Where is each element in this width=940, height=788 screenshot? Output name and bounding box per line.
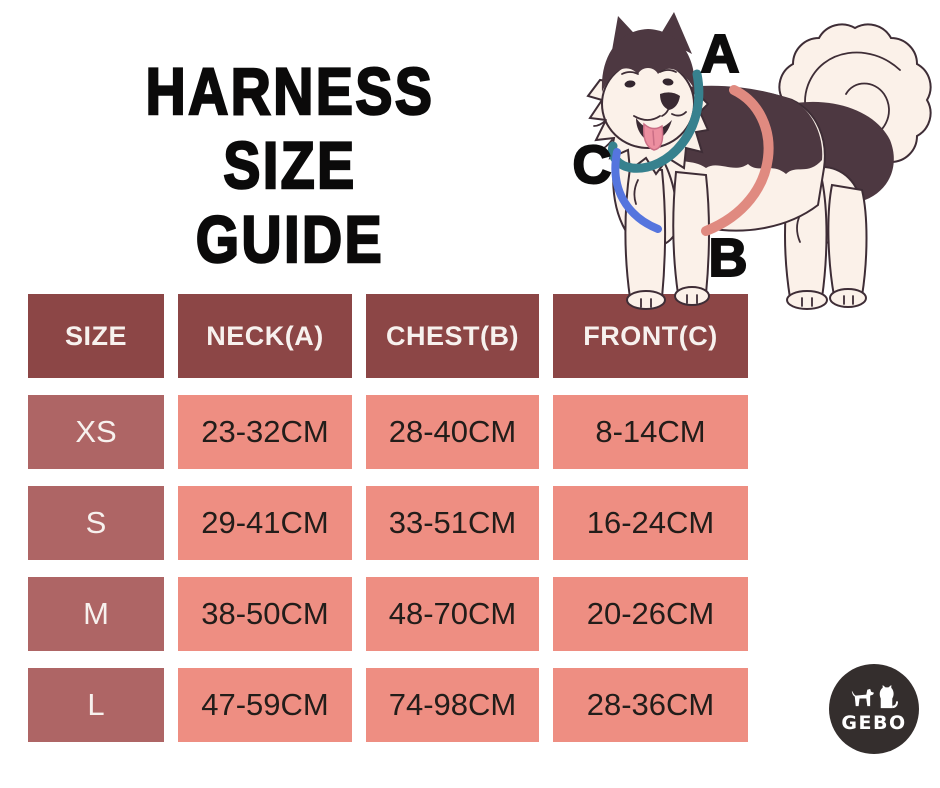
row-l-chest: 74-98CM <box>366 668 539 742</box>
row-l-neck: 47-59CM <box>178 668 352 742</box>
dog-eyes <box>621 69 677 88</box>
column-header-size: SIZE <box>28 294 164 378</box>
label-b: B <box>709 228 748 288</box>
row-m-size: M <box>28 577 164 651</box>
row-s-size: S <box>28 486 164 560</box>
front-measure-arc <box>611 148 662 233</box>
title-line-2: GUIDE <box>195 201 385 278</box>
column-header-neck: NECK(A) <box>178 294 352 378</box>
row-m-chest: 48-70CM <box>366 577 539 651</box>
dog-front-legs <box>624 166 710 310</box>
row-xs-size: XS <box>28 395 164 469</box>
row-s-front: 16-24CM <box>553 486 748 560</box>
logo-text: GEBO <box>841 711 907 734</box>
page-title: HARNESS SIZE GUIDE <box>80 53 500 278</box>
dog-hind-legs <box>783 166 868 310</box>
chest-measure-arc <box>701 85 774 236</box>
row-xs-chest: 28-40CM <box>366 395 539 469</box>
row-m-neck: 38-50CM <box>178 577 352 651</box>
label-a: A <box>701 24 740 84</box>
row-xs-front: 8-14CM <box>553 395 748 469</box>
row-xs-neck: 23-32CM <box>178 395 352 469</box>
row-l-size: L <box>28 668 164 742</box>
label-c: C <box>573 135 612 195</box>
row-s-chest: 33-51CM <box>366 486 539 560</box>
row-s-neck: 29-41CM <box>178 486 352 560</box>
row-l-front: 28-36CM <box>553 668 748 742</box>
column-header-chest: CHEST(B) <box>366 294 539 378</box>
dog-nose <box>660 92 680 110</box>
dog-and-cat-icon <box>851 684 899 708</box>
dog-head-cap-fur <box>601 29 696 92</box>
brand-logo: GEBO <box>829 664 919 754</box>
size-table: SIZE NECK(A) CHEST(B) FRONT(C) XS 23-32C… <box>28 294 748 742</box>
row-m-front: 20-26CM <box>553 577 748 651</box>
dog-harness-diagram: A B C <box>572 12 932 310</box>
title-line-1: HARNESS SIZE <box>145 53 435 204</box>
